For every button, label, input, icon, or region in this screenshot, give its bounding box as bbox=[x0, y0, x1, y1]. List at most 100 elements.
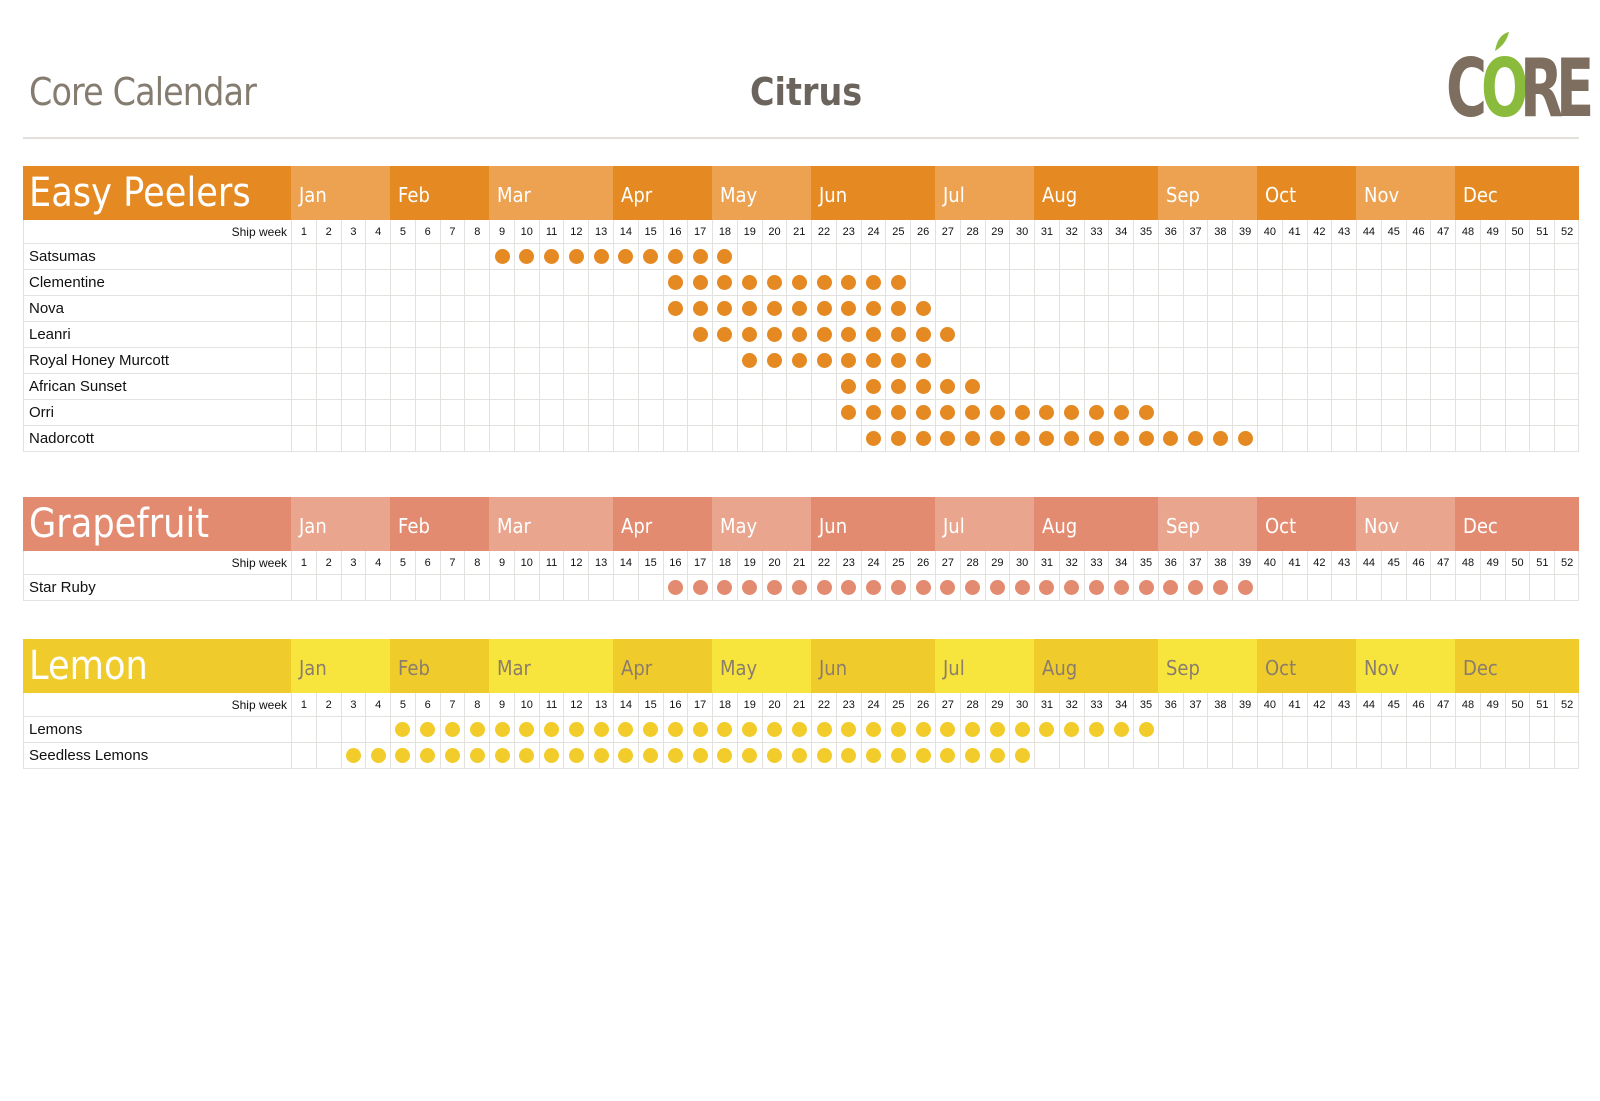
week-cell bbox=[1182, 374, 1208, 399]
week-cell bbox=[1083, 270, 1109, 295]
month-label: Apr bbox=[621, 183, 653, 207]
week-number: 52 bbox=[1554, 693, 1579, 716]
week-cell bbox=[1034, 244, 1059, 269]
week-cell bbox=[1182, 270, 1208, 295]
week-cell bbox=[439, 743, 465, 768]
week-cell bbox=[662, 400, 688, 425]
week-cell bbox=[1157, 374, 1183, 399]
week-cell bbox=[1281, 426, 1307, 451]
week-cell bbox=[1430, 296, 1455, 321]
week-cell bbox=[613, 296, 638, 321]
week-cell bbox=[1430, 322, 1455, 347]
week-cell bbox=[1455, 322, 1480, 347]
availability-dot bbox=[915, 748, 931, 763]
week-cell bbox=[1108, 322, 1133, 347]
availability-dot bbox=[890, 301, 906, 316]
week-cell bbox=[1405, 296, 1431, 321]
availability-dot bbox=[1039, 431, 1055, 446]
week-cell bbox=[959, 270, 985, 295]
week-cell bbox=[439, 426, 465, 451]
week-cell bbox=[1380, 426, 1406, 451]
week-cell bbox=[1356, 575, 1381, 600]
week-cell bbox=[538, 575, 564, 600]
availability-dot bbox=[766, 275, 782, 290]
week-cell bbox=[390, 296, 415, 321]
week-cell bbox=[315, 374, 341, 399]
week-number: 31 bbox=[1034, 551, 1059, 574]
week-cell bbox=[1034, 348, 1059, 373]
week-number: 48 bbox=[1455, 693, 1480, 716]
week-cell bbox=[464, 270, 489, 295]
logo-letter: C bbox=[1446, 42, 1488, 135]
week-cell bbox=[464, 348, 489, 373]
week-cell bbox=[538, 374, 564, 399]
availability-dot bbox=[766, 327, 782, 342]
month-nov: Nov bbox=[1356, 166, 1456, 220]
availability-dot bbox=[866, 580, 882, 595]
month-label: Dec bbox=[1463, 656, 1498, 680]
week-cell bbox=[1331, 717, 1356, 742]
week-number: 39 bbox=[1232, 551, 1257, 574]
week-number: 9 bbox=[489, 220, 514, 243]
week-cell bbox=[563, 717, 588, 742]
week-cell bbox=[712, 426, 737, 451]
ship-week-label: Ship week bbox=[231, 225, 287, 239]
week-cell bbox=[1281, 743, 1307, 768]
week-cell bbox=[811, 743, 836, 768]
month-jun: Jun bbox=[811, 497, 935, 551]
week-cell bbox=[1009, 426, 1034, 451]
week-cell bbox=[1380, 743, 1406, 768]
week-cell bbox=[1108, 270, 1133, 295]
variety-name: African Sunset bbox=[29, 378, 127, 395]
week-number: 7 bbox=[439, 551, 465, 574]
week-cell bbox=[1331, 348, 1356, 373]
availability-dot bbox=[1039, 405, 1055, 420]
week-cell bbox=[1058, 244, 1084, 269]
week-cell bbox=[786, 244, 811, 269]
availability-dot bbox=[742, 301, 758, 316]
availability-dot bbox=[444, 748, 460, 763]
week-cell bbox=[513, 244, 539, 269]
week-cell bbox=[1058, 575, 1084, 600]
week-cell bbox=[414, 400, 440, 425]
availability-dot bbox=[915, 722, 931, 737]
week-cell bbox=[1083, 296, 1109, 321]
week-cell bbox=[860, 400, 886, 425]
week-number: 50 bbox=[1504, 551, 1530, 574]
week-cell bbox=[860, 717, 886, 742]
week-cell bbox=[588, 296, 613, 321]
week-cell bbox=[414, 575, 440, 600]
availability-dot bbox=[866, 353, 882, 368]
week-cell bbox=[637, 400, 663, 425]
week-number: 42 bbox=[1306, 693, 1332, 716]
availability-dot bbox=[841, 722, 857, 737]
week-cell bbox=[365, 348, 390, 373]
availability-dot bbox=[593, 748, 609, 763]
week-cell bbox=[1504, 717, 1530, 742]
week-cell bbox=[1182, 244, 1208, 269]
week-number: 30 bbox=[1009, 220, 1034, 243]
week-cell bbox=[1009, 348, 1034, 373]
availability-dot bbox=[667, 722, 683, 737]
availability-dot bbox=[816, 275, 832, 290]
week-cell bbox=[613, 743, 638, 768]
week-number: 23 bbox=[835, 551, 861, 574]
availability-dot bbox=[791, 353, 807, 368]
week-cell bbox=[1009, 322, 1034, 347]
week-cell bbox=[1430, 400, 1455, 425]
week-cell bbox=[761, 717, 787, 742]
week-cell bbox=[662, 575, 688, 600]
week-cell bbox=[390, 374, 415, 399]
week-cell bbox=[687, 348, 712, 373]
availability-dot bbox=[791, 748, 807, 763]
week-cell bbox=[315, 717, 341, 742]
availability-dot bbox=[494, 748, 510, 763]
week-cell bbox=[1554, 717, 1579, 742]
week-number: 16 bbox=[662, 220, 688, 243]
week-cell bbox=[1554, 322, 1579, 347]
week-cell bbox=[538, 296, 564, 321]
month-aug: Aug bbox=[1034, 639, 1158, 693]
week-cell bbox=[1083, 717, 1109, 742]
week-cell bbox=[1306, 575, 1332, 600]
section-title-text: Lemon bbox=[29, 643, 148, 689]
